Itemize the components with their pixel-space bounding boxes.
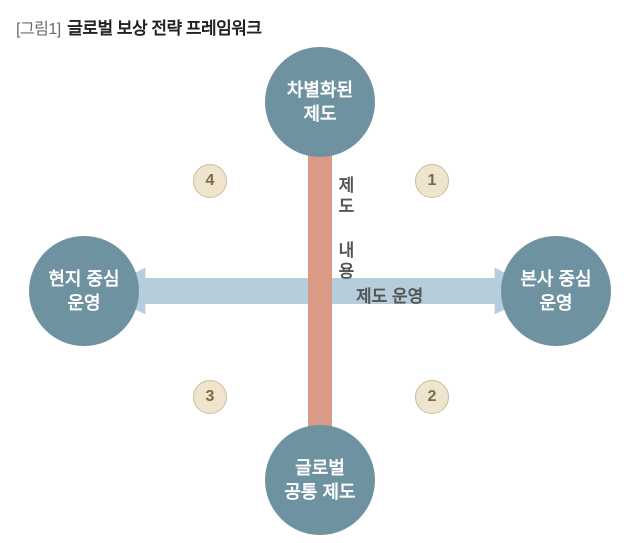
figure-label: [그림1] <box>16 21 61 38</box>
figure-title: [그림1] 글로벌 보상 전략 프레임워크 <box>16 14 262 39</box>
node-left-line2: 운영 <box>67 291 100 315</box>
quadrant-2: 2 <box>415 380 449 414</box>
vertical-axis-label: 제도 내용 <box>332 176 357 283</box>
node-bottom: 글로벌 공통 제도 <box>265 425 375 535</box>
node-right: 본사 중심 운영 <box>501 236 611 346</box>
quadrant-3: 3 <box>193 380 227 414</box>
node-top-line2: 제도 <box>303 102 336 126</box>
node-top: 차별화된 제도 <box>265 47 375 157</box>
node-bottom-line2: 공통 제도 <box>284 480 355 504</box>
node-left: 현지 중심 운영 <box>29 236 139 346</box>
quadrant-1-num: 1 <box>428 172 437 190</box>
quadrant-4-num: 4 <box>206 172 215 190</box>
node-right-line1: 본사 중심 <box>520 267 591 291</box>
node-left-line1: 현지 중심 <box>48 267 119 291</box>
quadrant-3-num: 3 <box>206 388 215 406</box>
node-bottom-line1: 글로벌 <box>295 456 345 480</box>
figure-title-text: 글로벌 보상 전략 프레임워크 <box>67 19 261 38</box>
diagram-canvas: 제도 내용 제도 운영 차별화된 제도 글로벌 공통 제도 현지 중심 운영 본… <box>0 46 640 536</box>
quadrant-2-num: 2 <box>428 388 437 406</box>
node-right-line2: 운영 <box>539 291 572 315</box>
quadrant-4: 4 <box>193 164 227 198</box>
node-top-line1: 차별화된 <box>287 78 353 102</box>
horizontal-axis-label: 제도 운영 <box>356 282 423 307</box>
quadrant-1: 1 <box>415 164 449 198</box>
